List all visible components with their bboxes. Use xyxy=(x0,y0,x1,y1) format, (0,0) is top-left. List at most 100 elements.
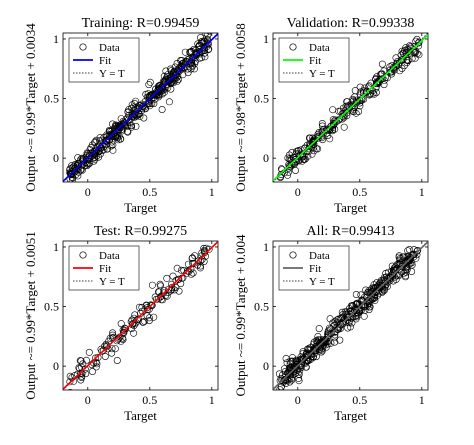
data-point xyxy=(128,104,136,112)
data-point xyxy=(383,74,391,82)
data-point xyxy=(327,339,335,347)
data-point xyxy=(177,266,185,274)
data-point xyxy=(71,164,79,172)
legend-data-marker xyxy=(289,251,297,259)
data-point xyxy=(195,257,203,265)
legend-data-label: Data xyxy=(99,250,120,262)
data-point xyxy=(77,369,85,377)
data-point xyxy=(395,253,403,261)
data-point xyxy=(403,252,411,260)
data-point xyxy=(83,162,91,170)
data-point xyxy=(353,98,361,106)
data-point xyxy=(194,40,202,48)
data-point xyxy=(363,88,371,96)
data-point xyxy=(148,281,156,289)
data-point xyxy=(331,317,339,325)
data-point xyxy=(317,340,325,348)
data-point xyxy=(315,325,323,333)
x-tick-label: 0.5 xyxy=(352,185,367,199)
data-point xyxy=(113,356,121,364)
data-point xyxy=(361,306,369,314)
data-point xyxy=(399,253,407,261)
panel-3: 0 0.5 1 0 0.5 1 Test: R=0.99275 Target Output ~=… xyxy=(23,224,219,423)
data-point xyxy=(352,290,360,298)
data-point xyxy=(334,116,342,124)
x-tick-label: 0.5 xyxy=(142,185,157,199)
data-point xyxy=(85,160,93,168)
data-point xyxy=(189,254,197,262)
data-point xyxy=(372,89,380,97)
data-point xyxy=(74,164,82,172)
panel-4: 0 0.5 1 0 0.5 1 All: R=0.99413 Target Output ~= … xyxy=(233,224,429,423)
data-point xyxy=(314,336,322,344)
data-point xyxy=(151,95,159,103)
data-point xyxy=(116,135,124,143)
data-point xyxy=(378,60,386,68)
data-point xyxy=(109,141,117,149)
fit-line xyxy=(63,241,218,390)
data-point xyxy=(93,143,101,151)
data-point xyxy=(157,293,165,301)
data-layer xyxy=(63,241,218,390)
legend-fit-label: Fit xyxy=(99,263,111,275)
data-point xyxy=(365,306,373,314)
data-point xyxy=(67,170,75,178)
data-point xyxy=(175,287,183,295)
data-point xyxy=(82,356,90,364)
data-point xyxy=(375,289,383,297)
data-point xyxy=(190,259,198,267)
data-point xyxy=(88,141,96,149)
data-point xyxy=(96,143,104,151)
data-point xyxy=(92,136,100,144)
data-point xyxy=(300,152,308,160)
data-point xyxy=(349,95,357,103)
x-tick-label: 1 xyxy=(209,185,215,199)
data-point xyxy=(187,65,195,73)
data-point xyxy=(408,55,416,63)
data-point xyxy=(406,42,414,50)
data-point xyxy=(347,307,355,315)
data-point xyxy=(383,283,391,291)
data-point xyxy=(91,147,99,155)
data-point xyxy=(396,67,404,75)
data-point xyxy=(143,304,151,312)
data-point xyxy=(78,372,86,380)
data-point xyxy=(333,319,341,327)
data-point xyxy=(368,293,376,301)
data-point xyxy=(200,244,208,252)
data-point xyxy=(82,370,90,378)
data-point xyxy=(398,263,406,271)
panel-1: 0 0.5 1 0 0.5 1 Training: R=0.99459 Target Outpu… xyxy=(23,16,219,215)
x-tick-label: 1 xyxy=(419,185,425,199)
data-point xyxy=(319,344,327,352)
y-tick-label: 0.5 xyxy=(254,300,269,314)
data-point xyxy=(130,329,138,337)
data-point xyxy=(163,274,171,282)
x-tick-label: 0.5 xyxy=(352,393,367,407)
data-point xyxy=(348,102,356,110)
data-point xyxy=(145,81,153,89)
data-point xyxy=(355,108,363,116)
data-point xyxy=(193,49,201,57)
legend-data-marker xyxy=(79,251,87,259)
data-point xyxy=(377,276,385,284)
data-point xyxy=(103,343,111,351)
x-tick-label: 1 xyxy=(209,393,215,407)
data-point xyxy=(188,254,196,262)
data-point xyxy=(296,151,304,159)
data-point xyxy=(178,64,186,72)
data-point xyxy=(133,112,141,120)
panel-title: Test: R=0.99275 xyxy=(94,224,187,239)
y-axis-label: Output ~= 0.99*Target + 0.004 xyxy=(233,234,248,397)
data-point xyxy=(119,120,127,128)
data-point xyxy=(144,90,152,98)
data-point xyxy=(157,84,165,92)
panel-2: 0 0.5 1 0 0.5 1 Validation: R=0.99338 Target Out… xyxy=(233,16,429,215)
y-tick-label: 0 xyxy=(263,151,269,165)
data-point xyxy=(315,346,323,354)
data-point xyxy=(204,39,212,47)
